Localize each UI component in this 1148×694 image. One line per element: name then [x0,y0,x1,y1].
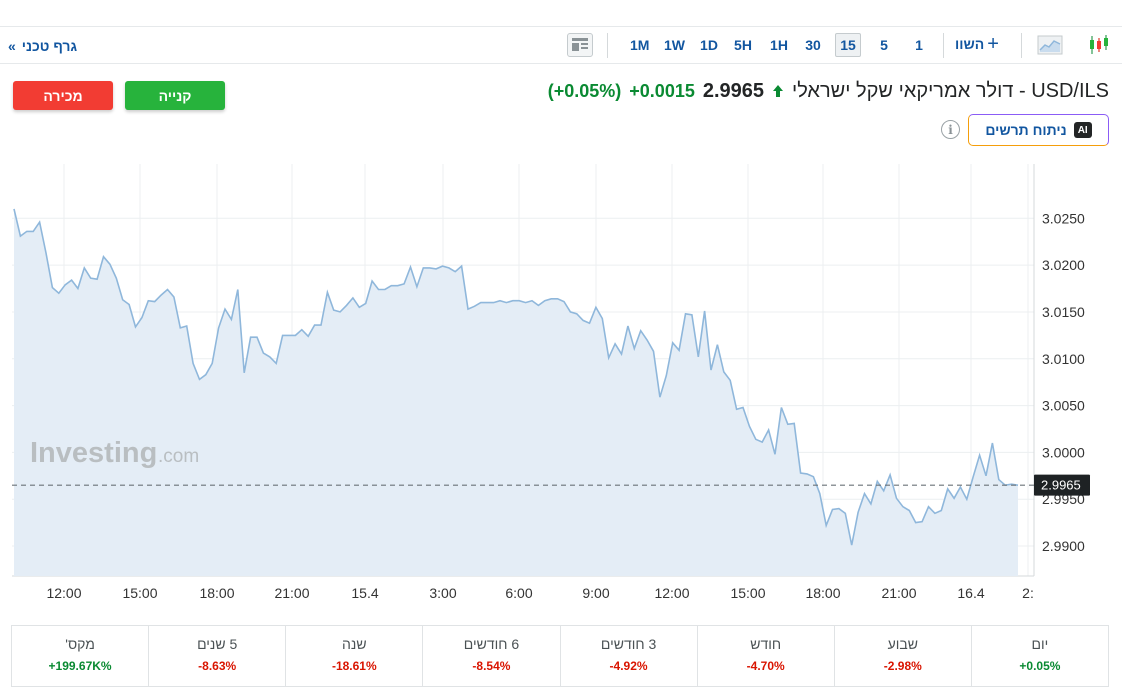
x-tick-label: 2: [1022,585,1034,601]
x-tick-label: 15.4 [351,585,378,601]
performance-cell: 5 שנים -8.63% [148,626,285,686]
performance-value: -2.98% [883,659,922,673]
change-percent: (+0.05%) [547,80,622,101]
x-tick-label: 15:00 [122,585,157,601]
investing-watermark: Investing .com [30,437,199,469]
timeframe-1D[interactable]: 1D [700,37,718,53]
ai-icon: AI [1073,122,1092,138]
timeframe-1W[interactable]: 1W [664,37,685,53]
x-tick-label: 9:00 [582,585,609,601]
layout-icon[interactable] [567,33,593,57]
performance-cell: חודש -4.70% [696,626,834,686]
price-chart[interactable]: Investing .com 3.02503.02003.01503.01003… [0,160,1100,610]
timeframe-15[interactable]: 15 [835,33,861,57]
toolbar-divider [607,33,608,58]
performance-cell: יום +0.05% [970,626,1108,686]
x-tick-label: 18:00 [199,585,234,601]
performance-period: יום [1031,636,1049,652]
x-tick-label: 18:00 [805,585,840,601]
performance-period: 5 שנים [197,636,238,652]
series-line [13,208,1019,546]
area-chart-icon[interactable] [1037,33,1063,57]
y-tick-label: 3.0250 [1042,210,1085,226]
change-value: +0.0015 [629,80,695,101]
performance-cell: מקס' +199.67K% [12,626,148,686]
performance-value: -18.61% [331,659,377,673]
performance-value: -8.54% [472,659,511,673]
toolbar-divider [943,33,944,58]
performance-value: +0.05% [1019,659,1061,673]
performance-cell: 6 חודשים -8.54% [422,626,559,686]
timeframe-30[interactable]: 30 [805,37,821,53]
quote-header: (+0.05%) +0.0015 2.9965 USD/ILS - דולר א… [548,78,1109,104]
current-price-value: 2.9965 [1041,478,1081,493]
info-icon[interactable]: i [941,120,960,139]
current-price-label: 2.9965 [1034,474,1090,496]
watermark-brand: Investing [30,437,157,469]
y-tick-label: 3.0150 [1042,304,1085,320]
watermark-suffix: .com [158,446,199,467]
performance-value: -8.63% [198,659,237,673]
timeframe-1H[interactable]: 1H [770,37,788,53]
performance-period: שבוע [887,636,918,652]
x-axis: 12:00 15:00 18:00 21:00 15.4 3:00 6:00 9:00 12:0… [46,585,1033,601]
performance-cell: שנה -18.61% [285,626,422,686]
timeframe-5[interactable]: 5 [880,37,888,53]
y-tick-label: 3.0200 [1042,257,1085,273]
x-tick-label: 3:00 [429,585,456,601]
compare-label: השוו [955,36,985,52]
toolbar-divider [1021,33,1022,58]
technical-chart-label: גרף טכני [21,38,78,54]
timeframe-1[interactable]: 1 [915,37,923,53]
performance-cell: 3 חודשים -4.92% [559,626,697,686]
chevron-right-icon: » [8,38,16,54]
x-tick-label: 16.4 [957,585,984,601]
ai-chart-analysis-button[interactable]: AI ניתוח תרשים [968,114,1109,146]
series-area [14,208,1018,576]
performance-value: -4.70% [746,659,785,673]
buy-button[interactable]: קנייה [125,81,225,110]
candlestick-icon[interactable] [1086,33,1112,57]
performance-value: +199.67K% [48,659,112,673]
x-tick-label: 21:00 [881,585,916,601]
y-tick-label: 2.9900 [1042,538,1085,554]
performance-cell: שבוע -2.98% [833,626,971,686]
performance-period: מקס' [65,636,95,652]
performance-period: שנה [342,636,367,652]
x-tick-label: 12:00 [46,585,81,601]
technical-chart-link[interactable]: גרף טכני » [8,38,77,54]
x-tick-label: 12:00 [654,585,689,601]
y-tick-label: 3.0000 [1042,444,1085,460]
timeframe-1M[interactable]: 1M [630,37,650,53]
performance-strip: יום +0.05% שבוע -2.98% חודש -4.70% 3 חודשים -4.… [11,625,1109,687]
sell-button[interactable]: מכירה [13,81,113,110]
performance-period: חודש [750,636,782,652]
x-tick-label: 6:00 [505,585,532,601]
y-tick-label: 3.0050 [1042,398,1085,414]
ai-analysis-label: ניתוח תרשים [985,122,1067,138]
chart-toolbar: גרף טכני » 1M 1W 1D 5H 1H 30 15 5 1 + הש… [0,26,1122,64]
x-tick-label: 15:00 [730,585,765,601]
up-arrow-icon [773,85,784,97]
performance-period: 6 חודשים [463,636,520,652]
performance-period: 3 חודשים [600,636,657,652]
y-axis: 3.0250 3.0200 3.0150 3.0100 3.0050 3.0000 2.99… [1042,210,1085,554]
last-price: 2.9965 [702,79,765,102]
performance-value: -4.92% [609,659,648,673]
instrument-name: USD/ILS - דולר אמריקאי שקל ישראלי [792,79,1109,102]
timeframe-5H[interactable]: 5H [734,37,752,53]
y-tick-label: 3.0100 [1042,351,1085,367]
compare-button[interactable]: + השוו [955,33,999,55]
plus-icon: + [987,33,999,55]
x-tick-label: 21:00 [274,585,309,601]
